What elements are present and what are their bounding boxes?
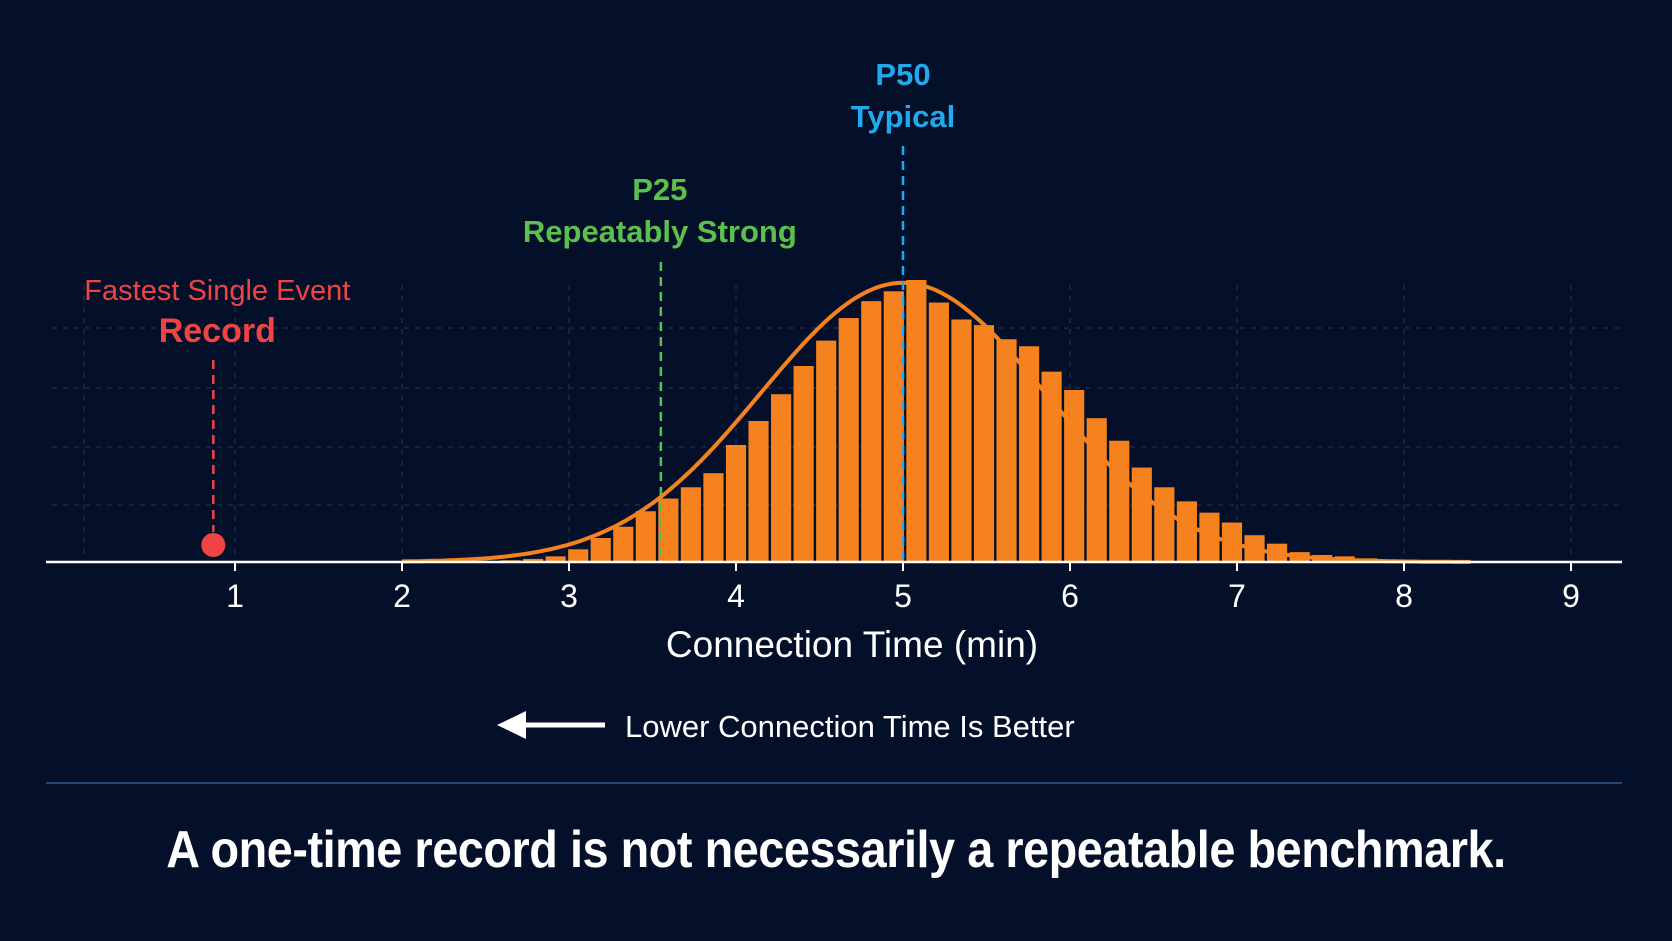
histogram-bar — [838, 318, 859, 562]
histogram-bar — [883, 291, 904, 562]
p25-label-top: P25 — [632, 172, 687, 207]
histogram-bar — [1131, 467, 1152, 562]
histogram-bar — [748, 421, 769, 562]
p50-label-top: P50 — [875, 57, 930, 92]
x-tick-label: 4 — [727, 578, 745, 614]
histogram-bar — [1154, 487, 1175, 562]
histogram-bar — [793, 366, 814, 562]
x-axis-ticks: 1 2 3 4 5 6 7 8 9 — [226, 562, 1580, 614]
record-annotation: Fastest Single Event Record — [84, 275, 350, 557]
histogram-bar — [996, 339, 1017, 562]
record-label-bottom: Record — [159, 312, 276, 350]
histogram-bar — [523, 558, 544, 562]
histogram-bar — [1109, 440, 1130, 562]
x-tick-label: 9 — [1562, 578, 1580, 614]
caption-text: A one-time record is not necessarily a r… — [166, 821, 1506, 879]
histogram-bar — [1199, 512, 1220, 562]
x-tick-label: 7 — [1228, 578, 1246, 614]
p50-annotation: P50 Typical — [851, 57, 956, 562]
histogram-bar — [703, 473, 724, 562]
p25-label-bottom: Repeatably Strong — [523, 214, 797, 249]
p25-annotation: P25 Repeatably Strong — [523, 172, 797, 562]
x-tick-label: 3 — [560, 578, 578, 614]
x-tick-label: 8 — [1395, 578, 1413, 614]
histogram-bars — [500, 280, 1400, 562]
x-tick-label: 6 — [1061, 578, 1079, 614]
histogram-bar — [973, 325, 995, 562]
histogram-bar — [1019, 346, 1040, 562]
normal-curve — [402, 280, 1471, 564]
histogram-bar — [1086, 418, 1107, 562]
histogram-bar — [613, 526, 634, 562]
histogram-bar — [1041, 371, 1062, 562]
p50-label-bottom: Typical — [851, 99, 956, 134]
histogram-bar — [568, 549, 589, 562]
record-label-top: Fastest Single Event — [84, 275, 350, 307]
histogram-bar — [1176, 501, 1197, 562]
x-tick-label: 1 — [226, 578, 244, 614]
histogram-bar — [725, 444, 747, 562]
histogram-bar — [545, 556, 566, 562]
histogram-bar — [906, 280, 927, 562]
histogram-bar — [951, 319, 972, 562]
histogram-bar — [816, 340, 837, 562]
histogram-bar — [928, 302, 949, 562]
x-tick-label: 5 — [894, 578, 912, 614]
direction-note-text: Lower Connection Time Is Better — [625, 709, 1075, 744]
record-dot — [201, 533, 226, 557]
histogram-bar — [771, 394, 792, 562]
histogram-bar — [680, 487, 701, 562]
x-tick-label: 2 — [393, 578, 411, 614]
histogram-bar — [861, 301, 882, 562]
histogram-bar — [635, 511, 656, 562]
histogram-bar — [658, 498, 679, 562]
x-axis-label: Connection Time (min) — [666, 624, 1038, 665]
histogram-bar — [590, 538, 611, 562]
direction-note: Lower Connection Time Is Better — [497, 709, 1075, 744]
left-arrow-icon — [497, 711, 526, 739]
